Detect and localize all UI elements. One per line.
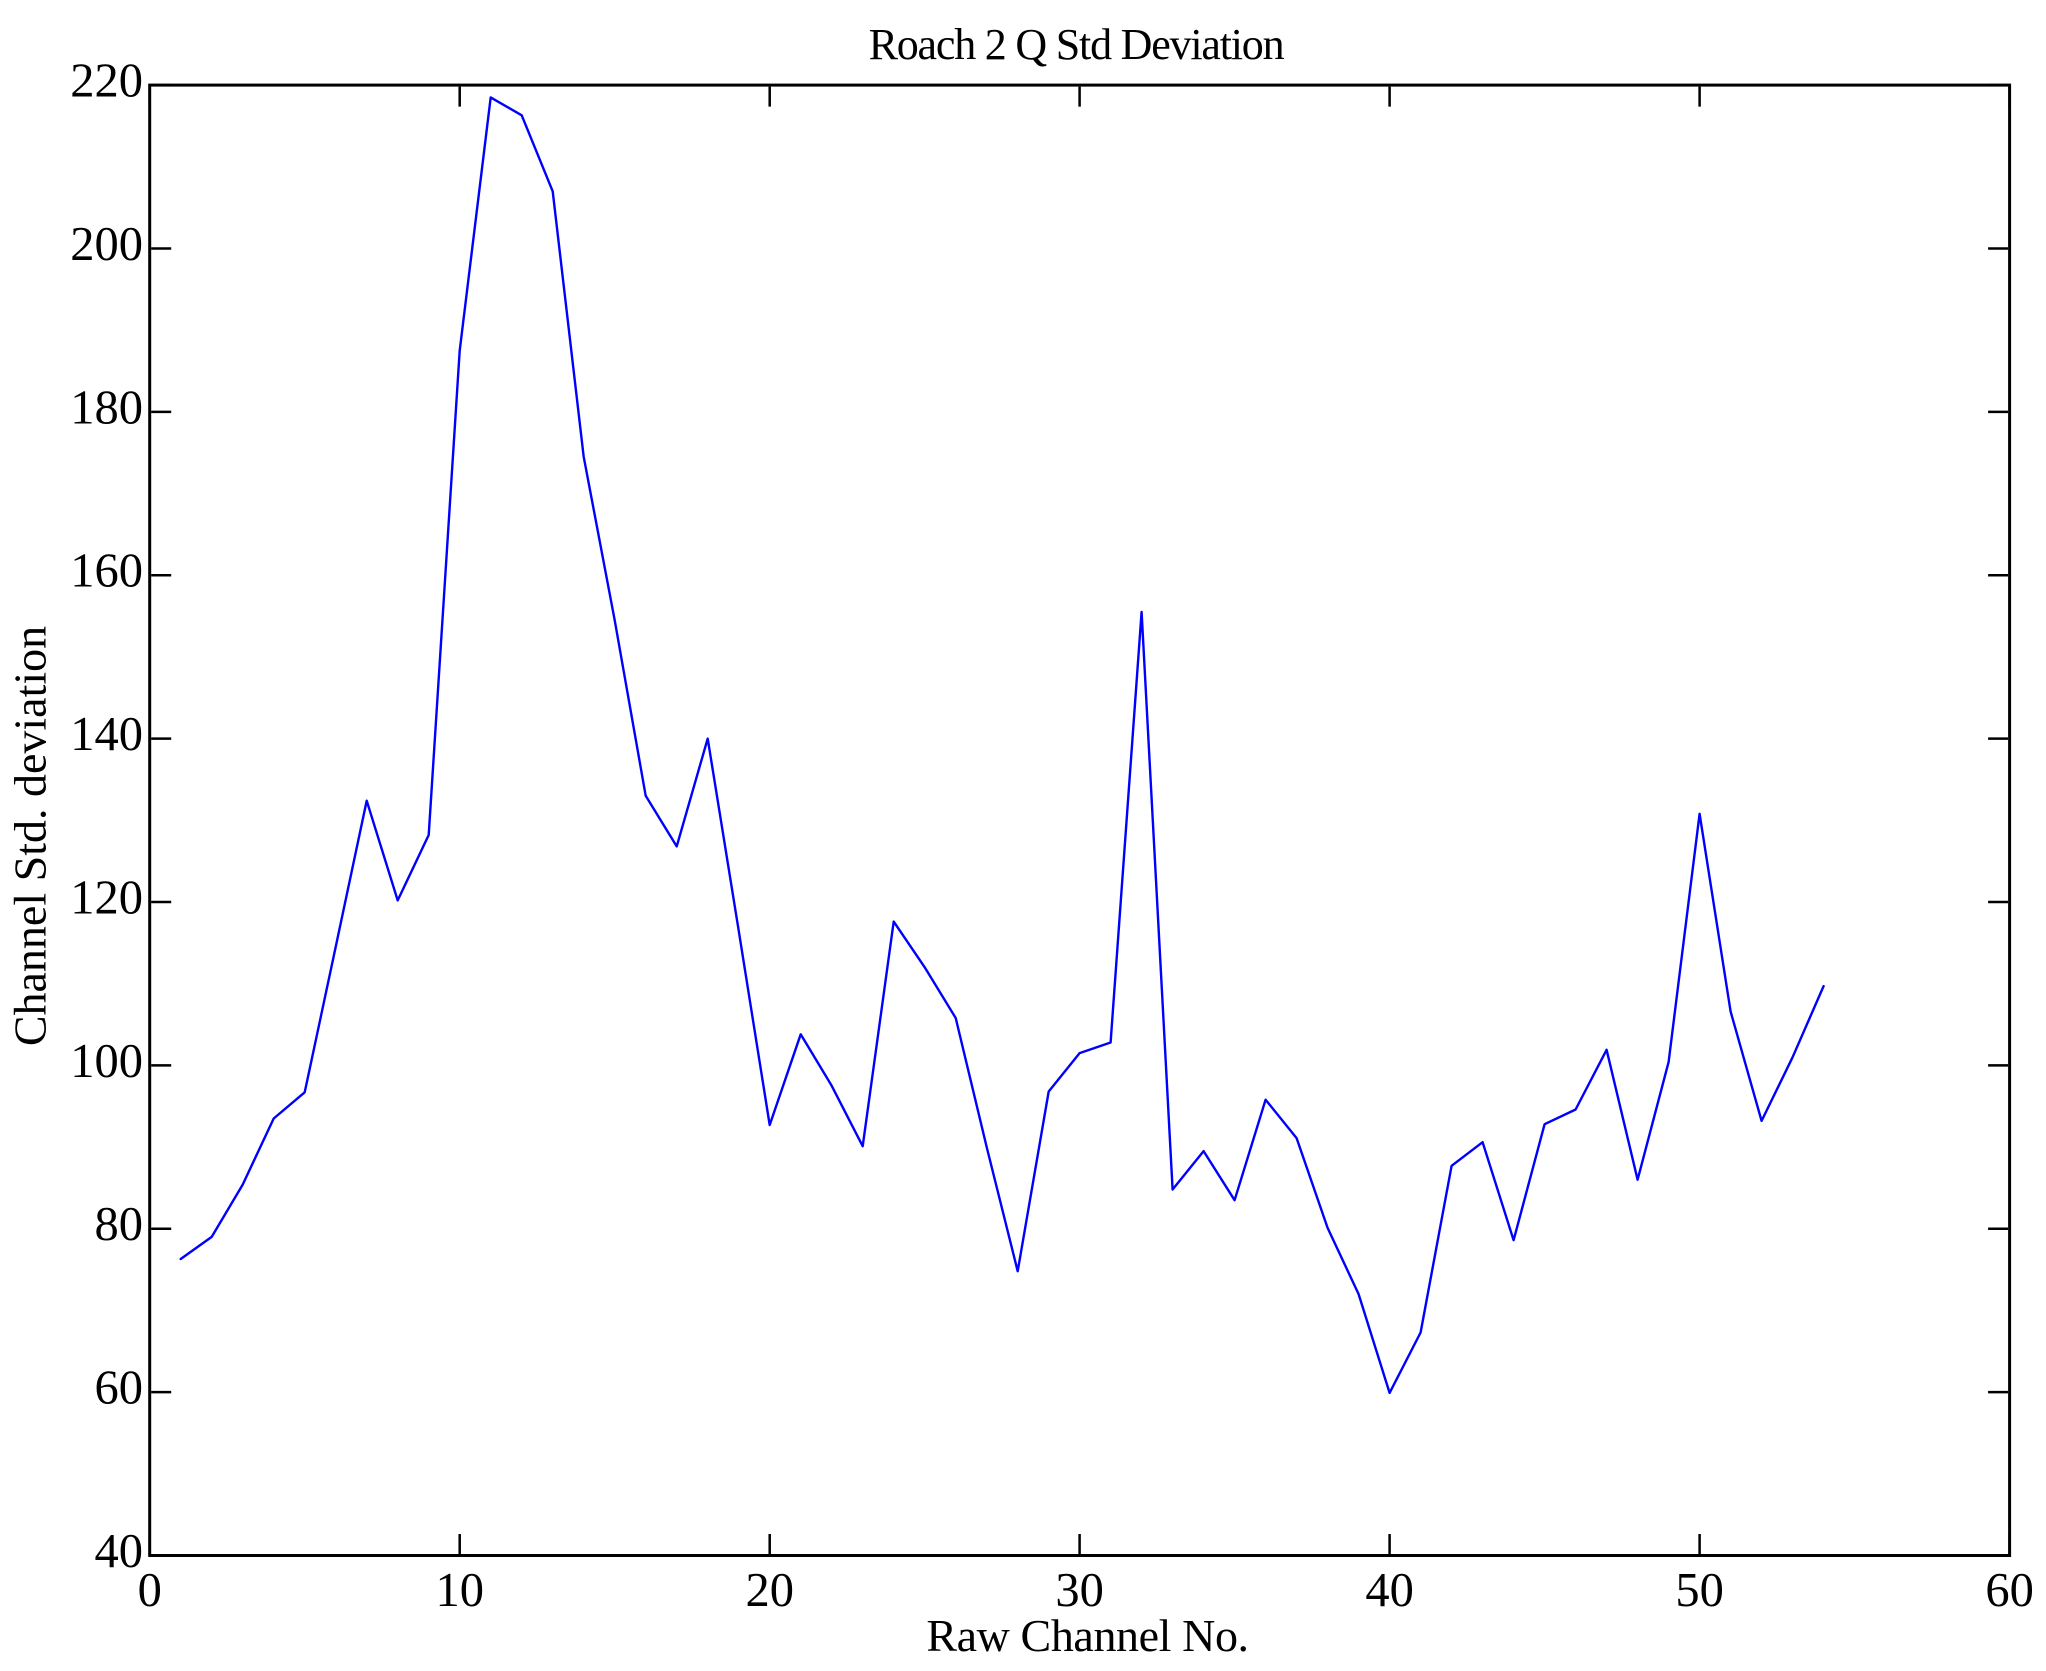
svg-text:40: 40 bbox=[1365, 1564, 1414, 1617]
svg-text:Raw Channel No.: Raw Channel No. bbox=[926, 1610, 1248, 1661]
svg-text:60: 60 bbox=[1985, 1564, 2034, 1617]
svg-text:50: 50 bbox=[1675, 1564, 1724, 1617]
svg-text:120: 120 bbox=[70, 872, 143, 925]
svg-text:60: 60 bbox=[95, 1362, 144, 1415]
svg-text:Channel Std. deviation: Channel Std. deviation bbox=[5, 626, 56, 1046]
svg-text:140: 140 bbox=[70, 708, 143, 761]
svg-text:160: 160 bbox=[70, 545, 143, 598]
svg-text:30: 30 bbox=[1055, 1564, 1104, 1617]
svg-text:40: 40 bbox=[95, 1525, 144, 1578]
svg-text:100: 100 bbox=[70, 1035, 143, 1088]
svg-text:Roach 2 Q Std Deviation: Roach 2 Q Std Deviation bbox=[869, 20, 1285, 69]
svg-text:80: 80 bbox=[95, 1198, 144, 1251]
svg-text:0: 0 bbox=[138, 1564, 162, 1617]
svg-text:200: 200 bbox=[70, 218, 143, 271]
svg-text:20: 20 bbox=[745, 1564, 794, 1617]
svg-text:180: 180 bbox=[70, 381, 143, 434]
svg-text:220: 220 bbox=[70, 55, 143, 108]
svg-text:10: 10 bbox=[435, 1564, 484, 1617]
